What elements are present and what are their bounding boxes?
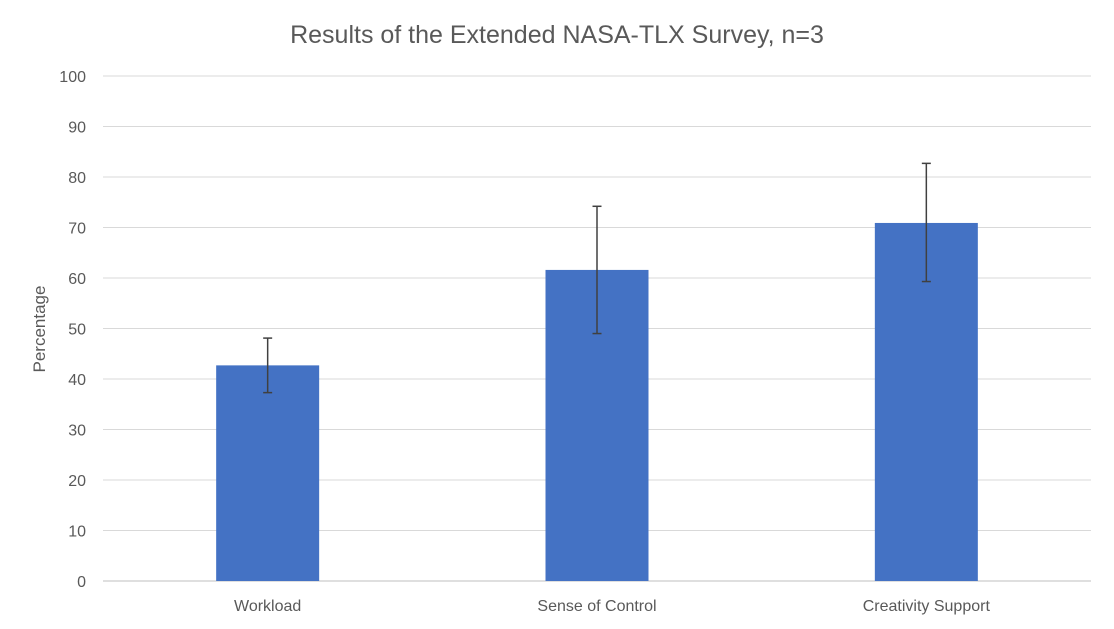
bar-series [216, 222, 978, 581]
y-tick-label: 40 [68, 372, 86, 389]
y-tick-label: 0 [77, 574, 86, 591]
y-tick-label: 60 [68, 271, 86, 288]
y-tick-label: 30 [68, 423, 86, 440]
y-tick-label: 20 [68, 473, 86, 490]
error-bars [263, 162, 931, 394]
x-tick-label: Sense of Control [537, 598, 656, 615]
bar [874, 222, 978, 581]
y-tick-label: 100 [59, 69, 86, 86]
x-tick-label: Workload [234, 598, 301, 615]
y-tick-label: 70 [68, 221, 86, 238]
y-tick-label: 90 [68, 120, 86, 137]
y-axis-label: Percentage [30, 286, 49, 373]
bar [216, 365, 320, 581]
chart-title: Results of the Extended NASA-TLX Survey,… [290, 21, 824, 49]
y-tick-label: 80 [68, 170, 86, 187]
y-tick-label: 10 [68, 524, 86, 541]
y-axis-ticks: 0 10 20 30 40 50 60 70 80 90 100 [59, 69, 86, 591]
x-tick-label: Creativity Support [863, 598, 991, 615]
x-axis-ticks: Workload Sense of Control Creativity Suppo… [234, 598, 990, 615]
y-tick-label: 50 [68, 322, 86, 339]
